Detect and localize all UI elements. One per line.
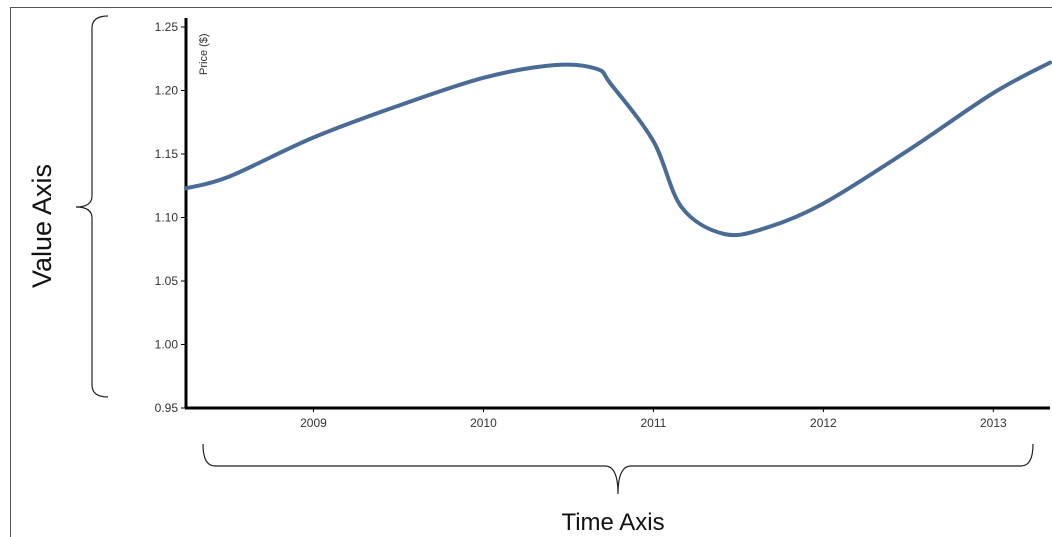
y-tick-label: 1.20: [155, 84, 179, 98]
value-axis-brace: [75, 15, 109, 398]
x-tick-label: 2010: [470, 416, 497, 430]
y-axis-ticks: 0.95 1.00 1.05 1.10 1.15 1.20 1.25: [155, 20, 186, 415]
x-axis-ticks: 2009 2010 2011 2012 2013: [300, 408, 1007, 430]
value-axis-annotation: Value Axis: [27, 164, 57, 288]
y-tick-label: 1.25: [155, 20, 179, 34]
y-tick-label: 0.95: [155, 401, 179, 415]
y-tick-label: 1.05: [155, 274, 179, 288]
y-tick-label: 1.10: [155, 211, 179, 225]
x-tick-label: 2013: [980, 416, 1007, 430]
x-tick-label: 2009: [300, 416, 327, 430]
y-tick-label: 1.00: [155, 338, 179, 352]
x-tick-label: 2011: [641, 416, 667, 430]
price-series-line: [184, 60, 1052, 238]
time-axis-brace: [202, 443, 1034, 495]
time-axis-annotation: Time Axis: [561, 509, 664, 536]
x-tick-label: 2012: [810, 416, 837, 430]
y-tick-label: 1.15: [155, 147, 179, 161]
y-axis-label: Price ($): [198, 33, 210, 75]
